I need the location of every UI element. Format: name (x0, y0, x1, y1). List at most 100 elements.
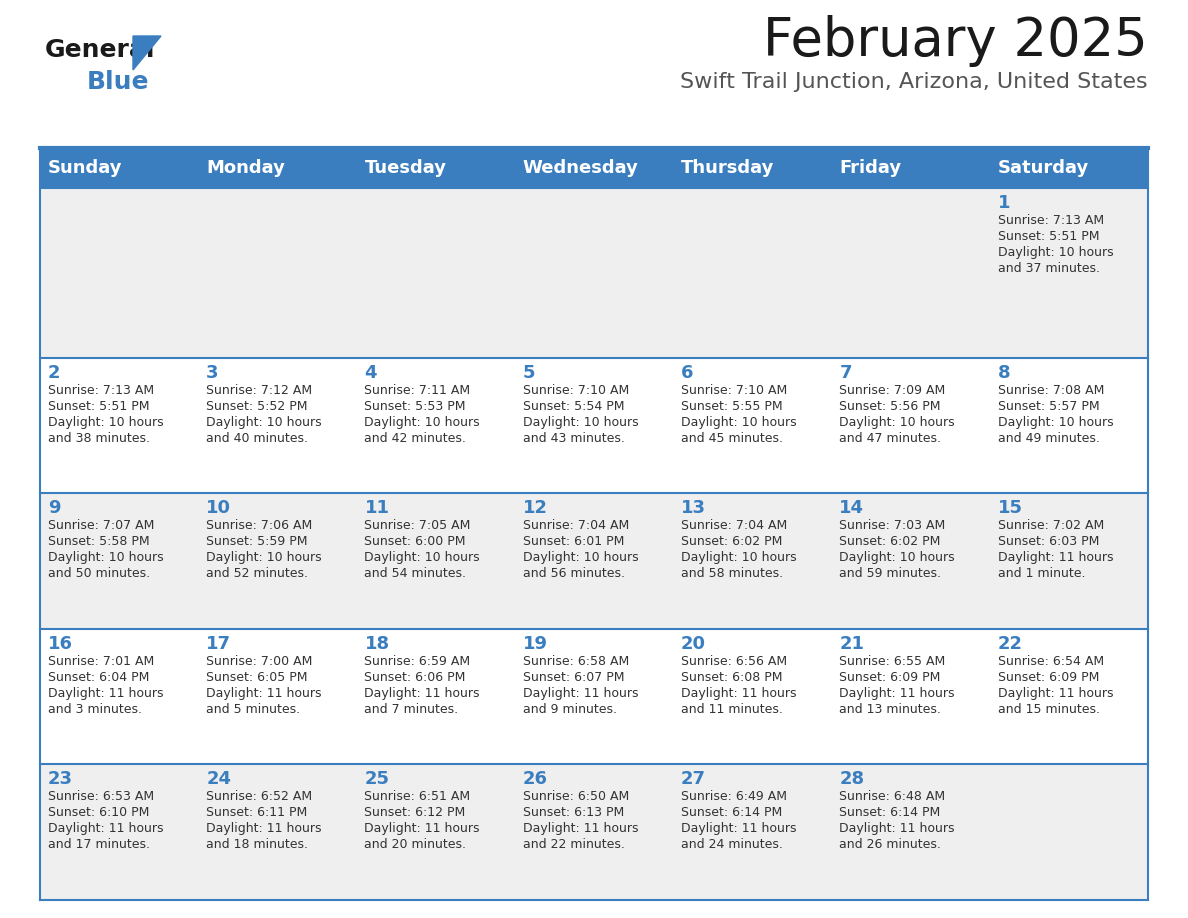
Text: and 11 minutes.: and 11 minutes. (681, 703, 783, 716)
Text: 15: 15 (998, 499, 1023, 517)
Text: Sunset: 6:01 PM: Sunset: 6:01 PM (523, 535, 624, 548)
Text: Daylight: 10 hours: Daylight: 10 hours (365, 416, 480, 429)
Bar (40, 188, 198, 357)
Text: General: General (45, 38, 156, 62)
Text: Daylight: 10 hours: Daylight: 10 hours (523, 551, 638, 565)
Text: 12: 12 (523, 499, 548, 517)
Text: and 17 minutes.: and 17 minutes. (48, 838, 150, 851)
Text: Daylight: 11 hours: Daylight: 11 hours (840, 823, 955, 835)
Text: Daylight: 11 hours: Daylight: 11 hours (998, 687, 1113, 700)
Bar (198, 493, 356, 629)
Text: Sunrise: 6:52 AM: Sunrise: 6:52 AM (207, 790, 312, 803)
Text: 11: 11 (365, 499, 390, 517)
Bar (990, 188, 1148, 357)
Text: Sunrise: 7:09 AM: Sunrise: 7:09 AM (840, 384, 946, 397)
Text: and 3 minutes.: and 3 minutes. (48, 703, 141, 716)
Bar (198, 765, 356, 900)
Text: and 38 minutes.: and 38 minutes. (48, 431, 150, 444)
Bar (40, 357, 198, 493)
Text: Sunrise: 6:51 AM: Sunrise: 6:51 AM (365, 790, 470, 803)
Text: 17: 17 (207, 634, 232, 653)
Text: and 20 minutes.: and 20 minutes. (365, 838, 467, 851)
Text: Thursday: Thursday (681, 159, 775, 177)
Text: 21: 21 (840, 634, 865, 653)
Text: and 43 minutes.: and 43 minutes. (523, 431, 625, 444)
Text: Daylight: 11 hours: Daylight: 11 hours (523, 687, 638, 700)
Text: 28: 28 (840, 770, 865, 789)
Text: 24: 24 (207, 770, 232, 789)
Text: Daylight: 11 hours: Daylight: 11 hours (48, 687, 164, 700)
Text: Daylight: 11 hours: Daylight: 11 hours (365, 823, 480, 835)
Text: Daylight: 10 hours: Daylight: 10 hours (523, 416, 638, 429)
Text: 3: 3 (207, 364, 219, 382)
Text: 6: 6 (681, 364, 694, 382)
Text: Sunrise: 7:00 AM: Sunrise: 7:00 AM (207, 655, 312, 667)
Bar (356, 493, 514, 629)
Text: Sunrise: 7:10 AM: Sunrise: 7:10 AM (681, 384, 788, 397)
Text: 27: 27 (681, 770, 706, 789)
Text: Daylight: 11 hours: Daylight: 11 hours (681, 823, 797, 835)
Bar (990, 357, 1148, 493)
Text: 13: 13 (681, 499, 706, 517)
Text: Sunrise: 7:03 AM: Sunrise: 7:03 AM (840, 520, 946, 532)
Text: Monday: Monday (207, 159, 285, 177)
Text: Daylight: 10 hours: Daylight: 10 hours (681, 551, 797, 565)
Text: Sunset: 5:55 PM: Sunset: 5:55 PM (681, 399, 783, 412)
Text: Daylight: 10 hours: Daylight: 10 hours (998, 416, 1113, 429)
Bar (198, 188, 356, 357)
Text: Sunset: 5:57 PM: Sunset: 5:57 PM (998, 399, 1099, 412)
Text: Sunset: 6:06 PM: Sunset: 6:06 PM (365, 671, 466, 684)
Text: Sunset: 6:04 PM: Sunset: 6:04 PM (48, 671, 150, 684)
Text: 9: 9 (48, 499, 61, 517)
Text: and 9 minutes.: and 9 minutes. (523, 703, 617, 716)
Text: and 59 minutes.: and 59 minutes. (840, 567, 941, 580)
Text: Sunrise: 7:02 AM: Sunrise: 7:02 AM (998, 520, 1104, 532)
Text: and 15 minutes.: and 15 minutes. (998, 703, 1100, 716)
Text: 8: 8 (998, 364, 1010, 382)
Text: and 13 minutes.: and 13 minutes. (840, 703, 941, 716)
Text: Sunrise: 6:55 AM: Sunrise: 6:55 AM (840, 655, 946, 667)
Text: February 2025: February 2025 (763, 15, 1148, 67)
Bar (356, 765, 514, 900)
Bar (832, 493, 990, 629)
Text: Sunrise: 7:04 AM: Sunrise: 7:04 AM (523, 520, 628, 532)
Text: 23: 23 (48, 770, 72, 789)
Text: Sunrise: 7:01 AM: Sunrise: 7:01 AM (48, 655, 154, 667)
Text: Sunrise: 6:50 AM: Sunrise: 6:50 AM (523, 790, 628, 803)
Text: Sunset: 5:54 PM: Sunset: 5:54 PM (523, 399, 624, 412)
Polygon shape (133, 36, 162, 70)
Text: Sunset: 6:11 PM: Sunset: 6:11 PM (207, 806, 308, 820)
Bar (674, 629, 832, 765)
Text: and 50 minutes.: and 50 minutes. (48, 567, 150, 580)
Text: and 22 minutes.: and 22 minutes. (523, 838, 625, 851)
Text: and 1 minute.: and 1 minute. (998, 567, 1085, 580)
Text: and 42 minutes.: and 42 minutes. (365, 431, 467, 444)
Text: Swift Trail Junction, Arizona, United States: Swift Trail Junction, Arizona, United St… (681, 72, 1148, 92)
Text: 26: 26 (523, 770, 548, 789)
Text: and 40 minutes.: and 40 minutes. (207, 431, 308, 444)
Text: Daylight: 11 hours: Daylight: 11 hours (207, 687, 322, 700)
Text: Sunday: Sunday (48, 159, 122, 177)
Text: 19: 19 (523, 634, 548, 653)
Text: Sunset: 6:14 PM: Sunset: 6:14 PM (840, 806, 941, 820)
Text: and 49 minutes.: and 49 minutes. (998, 431, 1100, 444)
Text: and 26 minutes.: and 26 minutes. (840, 838, 941, 851)
Text: Sunrise: 6:56 AM: Sunrise: 6:56 AM (681, 655, 788, 667)
Text: and 18 minutes.: and 18 minutes. (207, 838, 308, 851)
Text: Sunrise: 7:13 AM: Sunrise: 7:13 AM (48, 384, 154, 397)
Text: 4: 4 (365, 364, 377, 382)
Bar (198, 629, 356, 765)
Text: Daylight: 11 hours: Daylight: 11 hours (48, 823, 164, 835)
Text: Sunrise: 6:58 AM: Sunrise: 6:58 AM (523, 655, 628, 667)
Text: Sunset: 6:12 PM: Sunset: 6:12 PM (365, 806, 466, 820)
Text: Sunset: 5:53 PM: Sunset: 5:53 PM (365, 399, 466, 412)
Text: Daylight: 10 hours: Daylight: 10 hours (681, 416, 797, 429)
Text: and 45 minutes.: and 45 minutes. (681, 431, 783, 444)
Text: Daylight: 11 hours: Daylight: 11 hours (207, 823, 322, 835)
Text: and 24 minutes.: and 24 minutes. (681, 838, 783, 851)
Text: Sunset: 5:59 PM: Sunset: 5:59 PM (207, 535, 308, 548)
Text: and 54 minutes.: and 54 minutes. (365, 567, 467, 580)
Bar (40, 493, 198, 629)
Text: Sunrise: 7:13 AM: Sunrise: 7:13 AM (998, 214, 1104, 227)
Text: Daylight: 11 hours: Daylight: 11 hours (365, 687, 480, 700)
